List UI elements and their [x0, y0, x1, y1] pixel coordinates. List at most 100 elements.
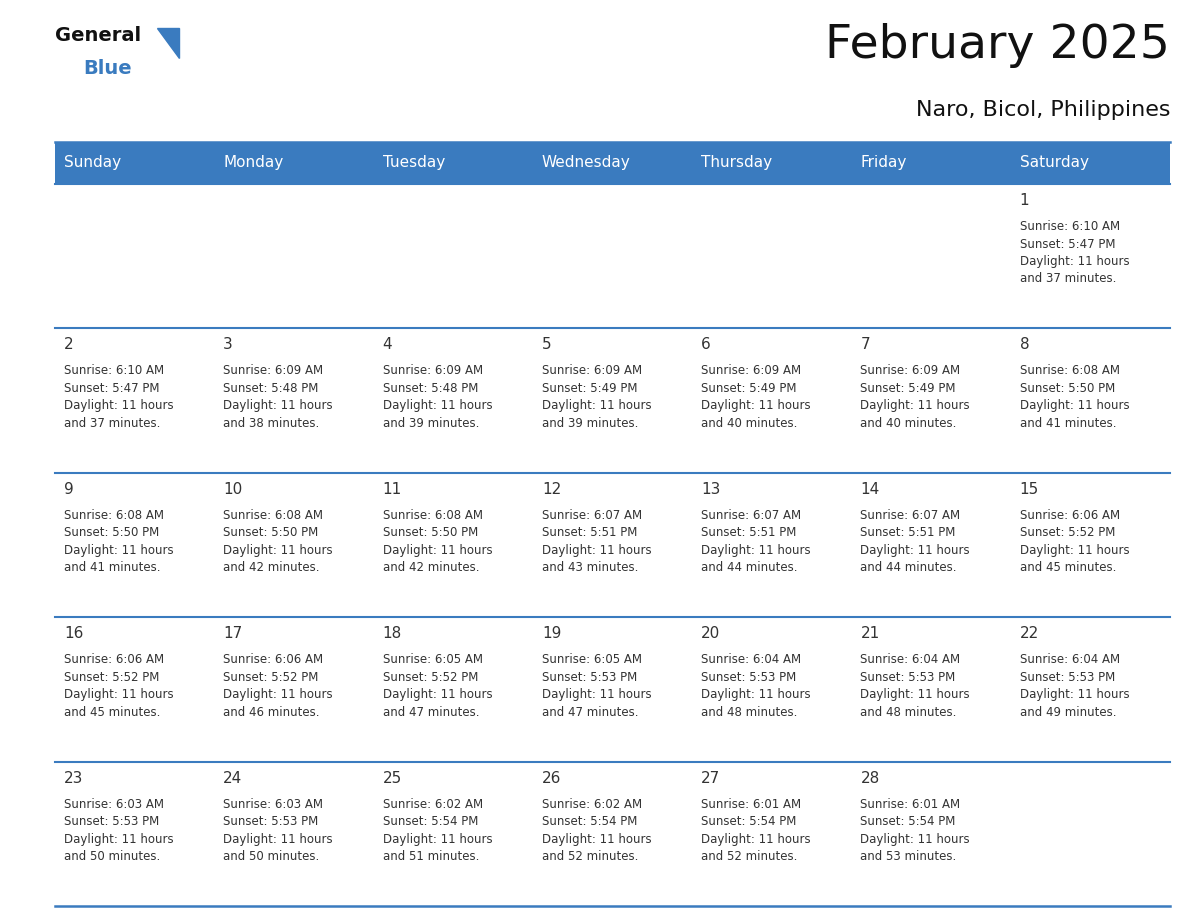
Text: Sunrise: 6:03 AM: Sunrise: 6:03 AM — [64, 798, 164, 811]
Text: and 40 minutes.: and 40 minutes. — [860, 417, 956, 430]
Bar — [852, 762, 1011, 906]
Text: Sunrise: 6:01 AM: Sunrise: 6:01 AM — [860, 798, 961, 811]
Text: 15: 15 — [1019, 482, 1040, 497]
Text: Sunset: 5:52 PM: Sunset: 5:52 PM — [223, 671, 318, 684]
Text: Daylight: 11 hours: Daylight: 11 hours — [223, 833, 333, 845]
Text: and 50 minutes.: and 50 minutes. — [223, 850, 320, 863]
Polygon shape — [157, 28, 179, 58]
Text: Sunset: 5:47 PM: Sunset: 5:47 PM — [64, 382, 159, 395]
Text: Daylight: 11 hours: Daylight: 11 hours — [860, 543, 971, 557]
Text: 18: 18 — [383, 626, 402, 641]
Text: Sunrise: 6:10 AM: Sunrise: 6:10 AM — [1019, 220, 1120, 233]
Text: 14: 14 — [860, 482, 879, 497]
Text: Daylight: 11 hours: Daylight: 11 hours — [701, 543, 810, 557]
Text: 12: 12 — [542, 482, 561, 497]
Bar — [373, 762, 533, 906]
Text: and 40 minutes.: and 40 minutes. — [701, 417, 797, 430]
Text: Daylight: 11 hours: Daylight: 11 hours — [701, 399, 810, 412]
Text: 2: 2 — [64, 338, 74, 353]
Bar — [533, 617, 693, 762]
Text: Sunset: 5:52 PM: Sunset: 5:52 PM — [383, 671, 478, 684]
Text: Saturday: Saturday — [1019, 155, 1088, 171]
Text: Sunset: 5:50 PM: Sunset: 5:50 PM — [223, 526, 318, 539]
Text: and 52 minutes.: and 52 minutes. — [542, 850, 638, 863]
Text: and 43 minutes.: and 43 minutes. — [542, 561, 638, 575]
Bar — [373, 184, 533, 329]
Text: Sunset: 5:53 PM: Sunset: 5:53 PM — [542, 671, 637, 684]
Bar — [693, 184, 852, 329]
Bar — [533, 762, 693, 906]
Text: and 50 minutes.: and 50 minutes. — [64, 850, 160, 863]
Text: 21: 21 — [860, 626, 879, 641]
Text: Sunrise: 6:09 AM: Sunrise: 6:09 AM — [223, 364, 323, 377]
Text: 10: 10 — [223, 482, 242, 497]
Text: and 45 minutes.: and 45 minutes. — [64, 706, 160, 719]
Bar — [1011, 617, 1170, 762]
Text: Sunrise: 6:07 AM: Sunrise: 6:07 AM — [701, 509, 801, 521]
Text: and 39 minutes.: and 39 minutes. — [542, 417, 638, 430]
Bar — [214, 762, 373, 906]
Text: Daylight: 11 hours: Daylight: 11 hours — [223, 688, 333, 701]
Text: Daylight: 11 hours: Daylight: 11 hours — [383, 688, 492, 701]
Text: and 48 minutes.: and 48 minutes. — [860, 706, 956, 719]
Text: Sunrise: 6:01 AM: Sunrise: 6:01 AM — [701, 798, 801, 811]
Text: Sunset: 5:48 PM: Sunset: 5:48 PM — [383, 382, 478, 395]
Text: and 53 minutes.: and 53 minutes. — [860, 850, 956, 863]
Text: 4: 4 — [383, 338, 392, 353]
Text: Sunrise: 6:07 AM: Sunrise: 6:07 AM — [860, 509, 961, 521]
Text: Daylight: 11 hours: Daylight: 11 hours — [64, 833, 173, 845]
Text: Blue: Blue — [83, 59, 132, 78]
Text: 6: 6 — [701, 338, 710, 353]
Text: 16: 16 — [64, 626, 83, 641]
Text: and 45 minutes.: and 45 minutes. — [1019, 561, 1116, 575]
Text: 28: 28 — [860, 770, 879, 786]
Text: Sunset: 5:51 PM: Sunset: 5:51 PM — [860, 526, 956, 539]
Text: Sunrise: 6:03 AM: Sunrise: 6:03 AM — [223, 798, 323, 811]
Text: Sunset: 5:52 PM: Sunset: 5:52 PM — [1019, 526, 1116, 539]
Bar — [373, 473, 533, 617]
Text: Sunrise: 6:06 AM: Sunrise: 6:06 AM — [223, 654, 323, 666]
Bar — [55, 617, 214, 762]
Text: Sunrise: 6:04 AM: Sunrise: 6:04 AM — [701, 654, 801, 666]
Text: Daylight: 11 hours: Daylight: 11 hours — [1019, 688, 1130, 701]
Bar — [693, 329, 852, 473]
Bar — [852, 617, 1011, 762]
Text: Sunrise: 6:04 AM: Sunrise: 6:04 AM — [860, 654, 961, 666]
Text: and 52 minutes.: and 52 minutes. — [701, 850, 797, 863]
Text: Daylight: 11 hours: Daylight: 11 hours — [542, 399, 651, 412]
Text: and 47 minutes.: and 47 minutes. — [383, 706, 479, 719]
Text: Daylight: 11 hours: Daylight: 11 hours — [701, 688, 810, 701]
Text: and 46 minutes.: and 46 minutes. — [223, 706, 320, 719]
Text: Sunset: 5:53 PM: Sunset: 5:53 PM — [701, 671, 796, 684]
Bar — [533, 473, 693, 617]
Text: February 2025: February 2025 — [826, 23, 1170, 68]
Text: and 39 minutes.: and 39 minutes. — [383, 417, 479, 430]
Text: Daylight: 11 hours: Daylight: 11 hours — [223, 543, 333, 557]
Text: and 48 minutes.: and 48 minutes. — [701, 706, 797, 719]
Bar — [214, 473, 373, 617]
Bar — [214, 329, 373, 473]
Bar — [693, 473, 852, 617]
Text: and 49 minutes.: and 49 minutes. — [1019, 706, 1117, 719]
Text: Daylight: 11 hours: Daylight: 11 hours — [383, 399, 492, 412]
Text: and 47 minutes.: and 47 minutes. — [542, 706, 638, 719]
Text: Wednesday: Wednesday — [542, 155, 631, 171]
Text: Sunset: 5:51 PM: Sunset: 5:51 PM — [701, 526, 796, 539]
Bar — [852, 184, 1011, 329]
Text: Daylight: 11 hours: Daylight: 11 hours — [542, 833, 651, 845]
Text: Sunset: 5:54 PM: Sunset: 5:54 PM — [701, 815, 796, 828]
Text: Sunrise: 6:05 AM: Sunrise: 6:05 AM — [542, 654, 642, 666]
Bar — [533, 184, 693, 329]
Text: 5: 5 — [542, 338, 551, 353]
Text: Daylight: 11 hours: Daylight: 11 hours — [64, 688, 173, 701]
Text: and 37 minutes.: and 37 minutes. — [64, 417, 160, 430]
Text: 19: 19 — [542, 626, 561, 641]
Text: and 38 minutes.: and 38 minutes. — [223, 417, 320, 430]
Text: Daylight: 11 hours: Daylight: 11 hours — [223, 399, 333, 412]
Bar — [55, 329, 214, 473]
Bar — [55, 142, 1170, 184]
Text: 7: 7 — [860, 338, 870, 353]
Text: Thursday: Thursday — [701, 155, 772, 171]
Text: Sunset: 5:54 PM: Sunset: 5:54 PM — [542, 815, 637, 828]
Bar — [373, 329, 533, 473]
